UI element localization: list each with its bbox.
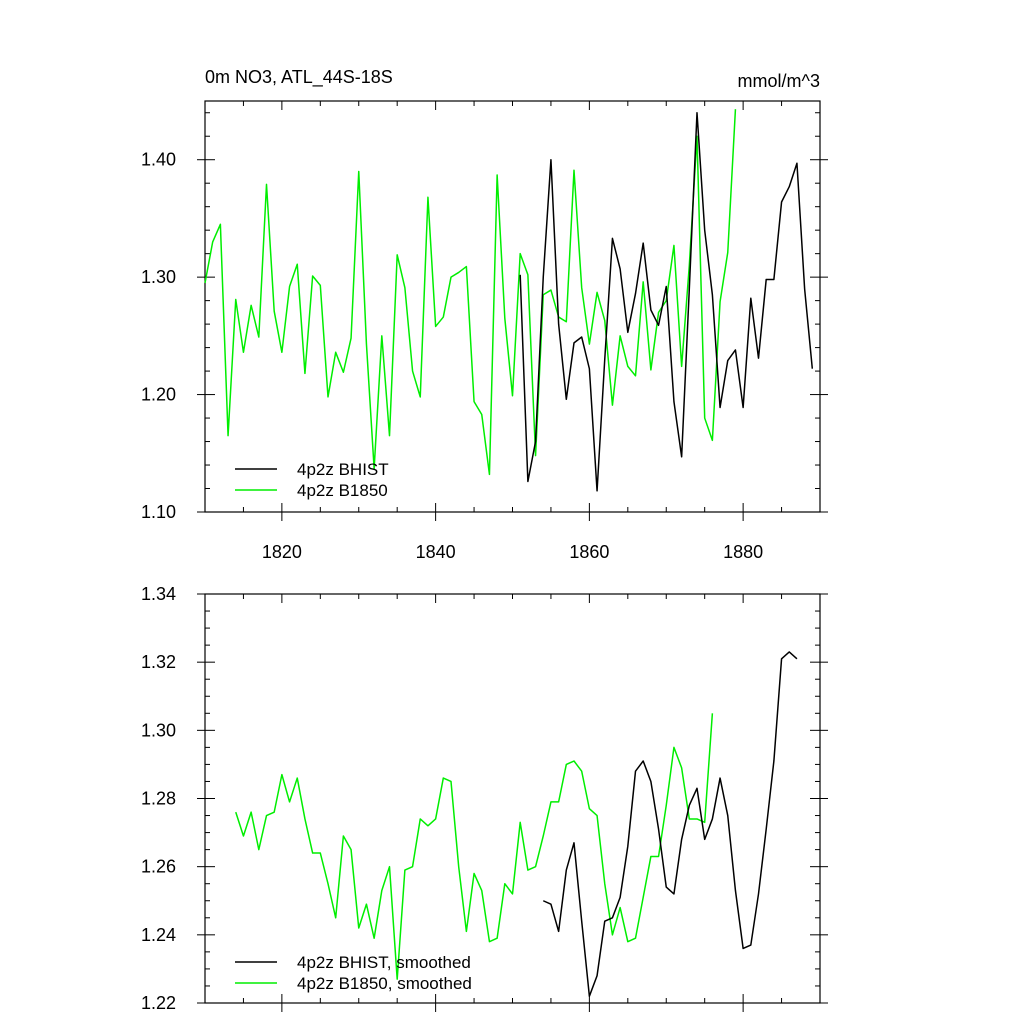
bottom-y-tick-label: 1.30 [141,720,176,740]
legend-label-bhist: 4p2z BHIST [297,460,389,479]
top-x-tick-label: 1880 [723,542,763,562]
top-x-tick-label: 1820 [262,542,302,562]
bottom-y-tick-label: 1.24 [141,925,176,945]
bottom-y-tick-label: 1.22 [141,993,176,1013]
top-plot-frame [204,100,821,513]
top-series-line-b1850 [204,109,737,476]
bottom-series-line-bhist [542,651,798,997]
bottom-plot-frame [204,593,821,1004]
bottom-y-tick-label: 1.34 [141,584,176,604]
top-y-tick-label: 1.30 [141,267,176,287]
legend-label-b1850: 4p2z B1850 [297,481,388,500]
top-y-tick-label: 1.10 [141,502,176,522]
top-legend: 4p2z BHIST 4p2z B1850 [235,460,389,500]
units-label: mmol/m^3 [738,71,820,91]
bottom-panel: 1.22 1.24 1.26 1.28 1.30 1.32 1.34 4p2z BHIST,… [141,584,828,1013]
bottom-series-line-b1850 [235,713,714,980]
legend-label-b1850-smoothed: 4p2z B1850, smoothed [297,974,472,993]
top-y-tick-label: 1.20 [141,385,176,405]
bottom-y-tick-label: 1.26 [141,857,176,877]
top-y-tick-label: 1.40 [141,150,176,170]
bottom-legend: 4p2z BHIST, smoothed 4p2z B1850, smoothe… [235,953,472,993]
legend-label-bhist-smoothed: 4p2z BHIST, smoothed [297,953,471,972]
bottom-y-tick-label: 1.32 [141,652,176,672]
bottom-y-tick-label: 1.28 [141,789,176,809]
top-x-tick-label: 1840 [416,542,456,562]
top-x-tick-label: 1860 [569,542,609,562]
top-panel: 0m NO3, ATL_44S-18S mmol/m^3 1820 1840 186… [141,67,828,562]
top-series-line-bhist [519,111,814,492]
chart-title: 0m NO3, ATL_44S-18S [205,67,393,88]
